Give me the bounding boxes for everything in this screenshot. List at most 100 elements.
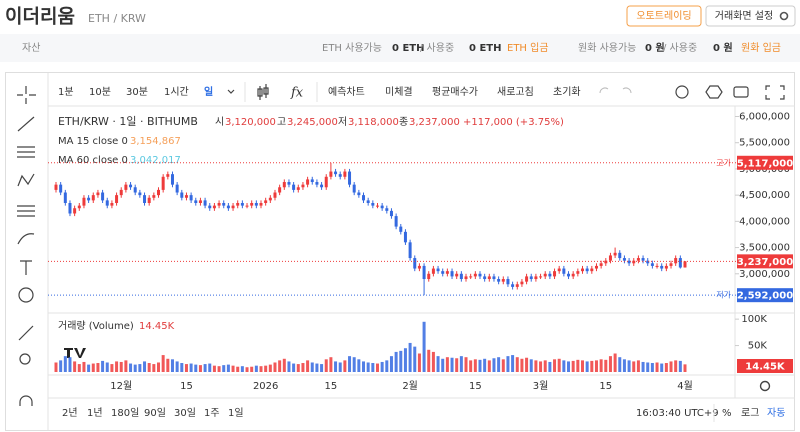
axis-settings[interactable]: [759, 380, 771, 392]
volume-bar: [320, 364, 324, 372]
range[interactable]: 180일: [111, 407, 139, 419]
candle-body: [152, 195, 156, 198]
trend-line-tool[interactable]: [17, 116, 35, 132]
candle-body: [585, 268, 589, 272]
eth-available: 0 ETH: [392, 43, 424, 54]
candle-body: [59, 184, 63, 193]
volume-bar: [129, 363, 133, 372]
interval[interactable]: 1분: [58, 86, 74, 98]
magnet-tool[interactable]: [19, 395, 33, 406]
settings-icon[interactable]: [705, 85, 723, 99]
ruler-tool[interactable]: [18, 325, 34, 341]
brush-tool[interactable]: [17, 233, 35, 245]
candle-body: [580, 268, 584, 272]
volume-bar: [548, 361, 552, 372]
action[interactable]: 미체결: [385, 86, 413, 98]
range[interactable]: 1주: [204, 408, 220, 419]
volume-bar: [194, 364, 198, 372]
interval-menu[interactable]: [227, 89, 235, 94]
candle-body: [394, 216, 398, 227]
candle-body: [77, 205, 81, 209]
zoom-tool[interactable]: [19, 353, 31, 365]
range[interactable]: 1년: [87, 407, 103, 419]
candle-body: [366, 200, 370, 203]
candle-body: [329, 171, 333, 177]
volume-tag: [737, 359, 793, 373]
range[interactable]: 1일: [228, 407, 244, 419]
candle-body: [613, 252, 617, 256]
scale-option[interactable]: 로그: [741, 408, 759, 419]
volume-bar: [338, 362, 342, 372]
text-tool[interactable]: [20, 260, 32, 275]
emoji-tool[interactable]: [18, 287, 34, 303]
candle-body: [650, 263, 654, 266]
interval-active[interactable]: 일: [204, 85, 213, 98]
interval[interactable]: 1시간: [164, 86, 189, 98]
interval[interactable]: 10분: [89, 86, 111, 98]
candle-body: [590, 268, 594, 272]
alert-icon[interactable]: [675, 85, 689, 99]
volume-bar: [301, 363, 305, 372]
candle-body: [553, 271, 557, 277]
scale-option[interactable]: %: [722, 408, 732, 419]
candle-body: [91, 195, 95, 201]
volume-bar: [436, 356, 440, 372]
volume-bar: [315, 363, 319, 372]
volume-bar: [375, 363, 379, 372]
volume-bar: [259, 366, 263, 372]
range[interactable]: 90일: [144, 407, 166, 419]
scale-option[interactable]: 자동: [767, 407, 785, 419]
pattern-tool[interactable]: [17, 173, 35, 187]
eth-in-use-label: / 사용중: [420, 42, 454, 54]
fullscreen-icon[interactable]: [765, 85, 785, 100]
candle-body: [608, 255, 612, 261]
asset-label: 자산: [22, 42, 40, 54]
candle-body: [236, 203, 240, 206]
action[interactable]: 예측차트: [328, 86, 365, 98]
volume-bar: [124, 360, 128, 372]
settings-label[interactable]: 거래화면 설정: [715, 10, 773, 22]
undo-redo[interactable]: [599, 87, 632, 94]
candle-body: [240, 203, 244, 206]
volume-tag-label: 14.45K: [745, 362, 786, 373]
volume-bar: [380, 361, 384, 372]
chart-type[interactable]: [257, 84, 269, 100]
projection-tool[interactable]: [17, 205, 35, 217]
volume-bar: [557, 358, 561, 372]
change: +117,000 (+3.75%): [463, 117, 564, 128]
candle-body: [147, 197, 151, 203]
volume-bar: [212, 365, 216, 372]
clock: 16:03:40 UTC+9: [636, 408, 719, 419]
range[interactable]: 30일: [174, 407, 196, 419]
krw-deposit[interactable]: 원화 입금: [741, 41, 781, 54]
candle-body: [82, 197, 86, 206]
action[interactable]: 평균매수가: [432, 86, 478, 98]
fib-tool[interactable]: [17, 146, 35, 158]
indicators-icon[interactable]: fx: [290, 86, 304, 101]
volume-bar: [650, 363, 654, 372]
candle-body: [436, 268, 440, 272]
snapshot-icon[interactable]: [733, 86, 749, 98]
volume-bar: [497, 357, 501, 372]
range[interactable]: 2년: [62, 407, 78, 419]
candle-body: [562, 268, 566, 274]
candle-body: [641, 258, 645, 261]
candle-body: [497, 279, 501, 282]
volume-bar: [352, 357, 356, 372]
candle-body: [161, 176, 165, 190]
candle-body: [203, 200, 207, 206]
volume-bar: [529, 359, 533, 372]
settings-button[interactable]: [705, 5, 796, 27]
crosshair-tool[interactable]: [17, 86, 36, 104]
eth-deposit[interactable]: ETH 입금: [507, 41, 549, 54]
candle-body: [315, 182, 319, 185]
autotrade-label[interactable]: 오토트레이딩: [636, 10, 691, 22]
autotrade-button[interactable]: [626, 5, 702, 27]
candle-body: [431, 268, 435, 274]
volume-bar: [334, 361, 338, 372]
candles: [54, 162, 687, 296]
interval[interactable]: 30분: [126, 86, 148, 98]
action[interactable]: 새로고침: [497, 86, 534, 98]
action[interactable]: 초기화: [553, 86, 581, 98]
